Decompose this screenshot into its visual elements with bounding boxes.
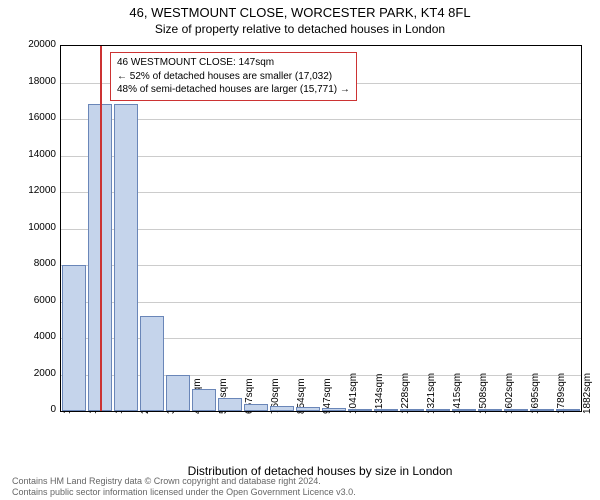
histogram-bar bbox=[374, 409, 399, 411]
histogram-bar bbox=[400, 409, 425, 411]
footer-text: Contains HM Land Registry data © Crown c… bbox=[12, 476, 356, 499]
y-tick-label: 8000 bbox=[34, 259, 56, 269]
chart-container: 46, WESTMOUNT CLOSE, WORCESTER PARK, KT4… bbox=[0, 0, 600, 500]
x-tick-label: 1415sqm bbox=[453, 373, 463, 414]
y-tick-label: 14000 bbox=[28, 150, 56, 160]
footer-line2: Contains public sector information licen… bbox=[12, 487, 356, 498]
y-tick-label: 0 bbox=[50, 405, 56, 415]
x-tick-label: 1134sqm bbox=[375, 374, 385, 414]
x-tick-label: 1041sqm bbox=[349, 373, 359, 414]
histogram-bar bbox=[322, 408, 347, 411]
gridline bbox=[61, 192, 581, 193]
y-tick-label: 16000 bbox=[28, 113, 56, 123]
gridline bbox=[61, 229, 581, 230]
marker-line bbox=[100, 46, 102, 411]
histogram-bar bbox=[504, 409, 529, 411]
y-tick-label: 18000 bbox=[28, 77, 56, 87]
gridline bbox=[61, 302, 581, 303]
histogram-bar bbox=[296, 407, 321, 411]
x-tick-label: 1321sqm bbox=[427, 373, 437, 414]
histogram-bar bbox=[218, 398, 243, 411]
histogram-bar bbox=[192, 389, 217, 411]
histogram-bar bbox=[426, 409, 451, 411]
x-tick-label: 1789sqm bbox=[557, 373, 567, 414]
annotation-line3: 48% of semi-detached houses are larger (… bbox=[117, 83, 350, 97]
y-tick-label: 10000 bbox=[28, 223, 56, 233]
gridline bbox=[61, 156, 581, 157]
histogram-bar bbox=[114, 104, 139, 411]
chart-title: 46, WESTMOUNT CLOSE, WORCESTER PARK, KT4… bbox=[0, 5, 600, 20]
plot-area: 46 WESTMOUNT CLOSE: 147sqm ← 52% of deta… bbox=[60, 45, 582, 412]
histogram-bar bbox=[478, 409, 503, 411]
histogram-bar bbox=[270, 406, 295, 411]
histogram-bar bbox=[530, 409, 555, 411]
histogram-bar bbox=[452, 409, 477, 411]
gridline bbox=[61, 119, 581, 120]
x-tick-label: 1695sqm bbox=[531, 373, 541, 414]
annotation-line2: ← 52% of detached houses are smaller (17… bbox=[117, 70, 350, 84]
y-tick-label: 20000 bbox=[28, 40, 56, 50]
chart-subtitle: Size of property relative to detached ho… bbox=[0, 22, 600, 36]
histogram-bar bbox=[348, 409, 373, 411]
histogram-bar bbox=[166, 375, 191, 412]
histogram-bar bbox=[556, 409, 581, 411]
x-tick-label: 1508sqm bbox=[479, 373, 489, 414]
x-tick-label: 1882sqm bbox=[583, 373, 593, 414]
y-tick-label: 6000 bbox=[34, 296, 56, 306]
y-tick-label: 2000 bbox=[34, 369, 56, 379]
y-tick-label: 4000 bbox=[34, 332, 56, 342]
histogram-bar bbox=[140, 316, 165, 411]
gridline bbox=[61, 265, 581, 266]
annotation-box: 46 WESTMOUNT CLOSE: 147sqm ← 52% of deta… bbox=[110, 52, 357, 101]
x-tick-label: 1228sqm bbox=[401, 373, 411, 414]
histogram-bar bbox=[244, 404, 269, 411]
histogram-bar bbox=[62, 265, 87, 411]
annotation-line1: 46 WESTMOUNT CLOSE: 147sqm bbox=[117, 56, 350, 70]
y-tick-label: 12000 bbox=[28, 186, 56, 196]
footer-line1: Contains HM Land Registry data © Crown c… bbox=[12, 476, 356, 487]
x-tick-label: 1602sqm bbox=[505, 373, 515, 414]
